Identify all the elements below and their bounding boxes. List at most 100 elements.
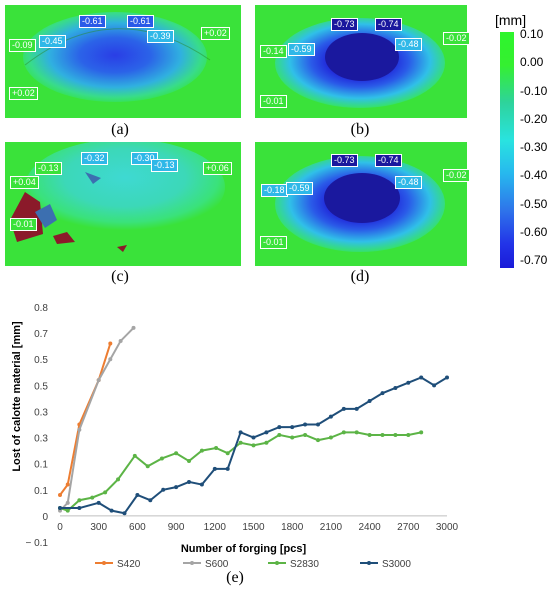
data-point-s420 <box>58 493 62 497</box>
data-point-s3000 <box>380 391 385 396</box>
contour-value-label: -0.13 <box>151 159 178 172</box>
data-point-s2830 <box>199 448 204 453</box>
contour-value-label: -0.74 <box>375 154 402 167</box>
contour-panel-b <box>255 5 467 118</box>
data-point-s3000 <box>135 493 140 497</box>
data-point-s2830 <box>77 498 82 503</box>
data-point-s2830 <box>174 451 179 456</box>
data-point-s2830 <box>367 432 372 437</box>
data-point-s3000 <box>264 430 269 435</box>
colorbar-unit: [mm] <box>495 12 527 28</box>
series-line-s600 <box>59 327 135 512</box>
data-point-s2830 <box>159 456 164 461</box>
colorbar-tick-label: 0.10 <box>520 27 544 41</box>
data-point-s2830 <box>103 490 108 495</box>
data-point-s2830 <box>290 435 295 440</box>
data-point-s420 <box>65 482 70 487</box>
x-tick-label: 1200 <box>204 522 227 533</box>
y-tick-label: 0.8 <box>34 303 48 314</box>
contour-value-label: -0.09 <box>9 39 36 52</box>
contour-value-label: -0.59 <box>288 43 315 56</box>
contour-value-label: -0.48 <box>395 38 422 51</box>
y-tick-label: 0.1 <box>34 460 48 471</box>
data-point-s600 <box>108 357 113 362</box>
data-point-s600 <box>96 378 101 383</box>
contour-value-label: -0.01 <box>10 218 37 231</box>
data-point-s3000 <box>174 485 179 490</box>
x-tick-label: 600 <box>129 522 146 533</box>
data-point-s600 <box>65 500 70 505</box>
data-point-s3000 <box>303 422 308 427</box>
data-point-s2830 <box>406 432 411 437</box>
data-point-s3000 <box>77 506 82 511</box>
x-tick-label: 2700 <box>397 522 420 533</box>
contour-value-label: -0.01 <box>260 236 287 249</box>
series-line-s3000 <box>60 376 448 515</box>
contour-panel-c <box>5 142 241 266</box>
contour-value-label: +0.02 <box>9 87 38 100</box>
colorbar <box>500 32 514 268</box>
contour-value-label: -0.18 <box>261 184 288 197</box>
colorbar-tick-label: 0.00 <box>520 55 544 70</box>
data-point-s3000 <box>290 425 295 430</box>
data-point-s2830 <box>65 508 70 513</box>
y-axis-title: Lost of calotte material [mm] <box>11 321 23 472</box>
data-point-s3000 <box>122 511 127 516</box>
y-tick-label: 0.1 <box>34 486 48 497</box>
colorbar-tick-label: -0.20 <box>520 111 548 126</box>
chart-svg: − 0.1 0 0.1 0.1 0.3 0.3 0.5 0.5 0.7 0.8 0 300 600 900… <box>11 303 459 570</box>
legend-label-s3000: S3000 <box>382 559 411 570</box>
data-point-s2830 <box>419 430 424 435</box>
wear-chart: − 0.1 0 0.1 0.1 0.3 0.3 0.5 0.5 0.7 0.8 0 300 600 900… <box>0 295 550 570</box>
data-point-s2830 <box>328 435 333 440</box>
contour-value-label: -0.61 <box>79 15 106 28</box>
data-point-s600 <box>118 338 123 343</box>
data-point-s600 <box>131 325 136 330</box>
data-point-s3000 <box>354 406 359 411</box>
contour-value-label: +0.02 <box>201 27 230 40</box>
data-point-s2830 <box>341 430 346 435</box>
contour-value-label: -0.73 <box>331 18 358 31</box>
data-point-s2830 <box>132 453 137 458</box>
legend-marker-s420 <box>102 561 106 565</box>
legend-label-s2830: S2830 <box>290 559 319 570</box>
legend-marker-s2830 <box>275 561 279 565</box>
data-point-s2830 <box>238 440 243 445</box>
y-tick-label: 0.7 <box>34 329 48 340</box>
data-point-s3000 <box>406 380 411 385</box>
contour-value-label: -0.59 <box>286 182 313 195</box>
contour-value-label: +0.06 <box>203 162 232 175</box>
data-point-s2830 <box>264 440 269 445</box>
data-point-s2830 <box>277 432 282 437</box>
legend-marker-s3000 <box>367 561 371 565</box>
y-tick-label: − 0.1 <box>25 538 48 549</box>
x-tick-label: 300 <box>90 522 107 533</box>
data-point-s3000 <box>148 498 153 503</box>
panel-a-caption: (a) <box>111 121 129 138</box>
contour-value-label: -0.39 <box>147 30 174 43</box>
legend-marker-s600 <box>190 561 194 565</box>
y-tick-label: 0.3 <box>34 407 48 418</box>
contour-value-label: -0.30 <box>131 152 158 165</box>
data-point-s3000 <box>225 466 230 471</box>
data-point-s2830 <box>303 432 308 437</box>
data-point-s3000 <box>341 406 346 411</box>
x-tick-label: 2100 <box>320 522 343 533</box>
data-point-s3000 <box>419 375 424 380</box>
data-point-s3000 <box>161 487 166 492</box>
contour-value-label: -0.14 <box>260 45 287 58</box>
colorbar-tick-label: -0.50 <box>520 196 548 211</box>
data-point-s3000 <box>187 479 191 484</box>
colorbar-tick-label: -0.70 <box>520 253 548 267</box>
x-axis-title: Number of forging [pcs] <box>181 543 307 555</box>
data-point-s600 <box>77 427 82 432</box>
contour-value-label: -0.32 <box>81 152 108 165</box>
contour-value-label: -0.73 <box>331 154 358 167</box>
colorbar-tick-label: -0.40 <box>520 168 548 183</box>
data-point-s2830 <box>90 495 95 500</box>
data-point-s2830 <box>116 477 121 482</box>
colorbar-tick-label: -0.60 <box>520 224 548 239</box>
contour-value-label: -0.74 <box>375 18 402 31</box>
data-point-s2830 <box>225 451 230 456</box>
x-tick-label: 900 <box>168 522 185 533</box>
